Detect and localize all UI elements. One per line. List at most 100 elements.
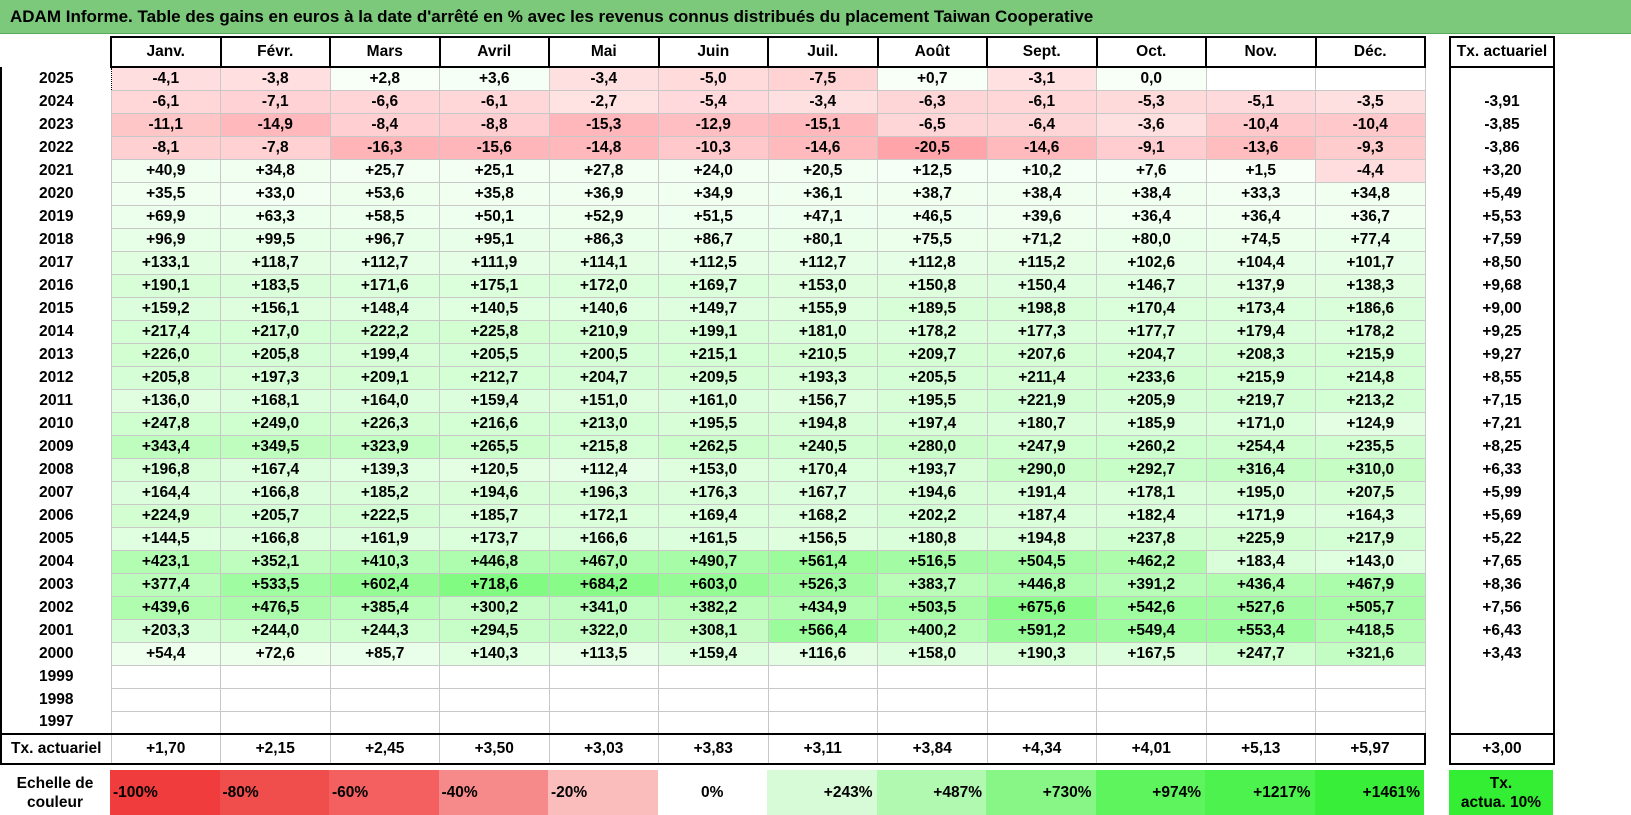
table-row: 2021 +40,9 +34,8 +25,7 +25,1 +27,8 +24,0 +20,5 +… (0, 158, 1555, 183)
gain-cell: +203,3 (110, 618, 221, 643)
gain-cell: +27,8 (548, 158, 659, 183)
gain-cell: -5,1 (1205, 89, 1316, 114)
row-actuarial-rate: -3,86 (1449, 136, 1555, 159)
row-actuarial-rate: +5,99 (1449, 481, 1555, 504)
summary-cell: +1,70 (110, 733, 221, 765)
year-label: 2004 (0, 550, 111, 573)
gain-cell: +150,4 (986, 273, 1097, 298)
gain-cell: +96,7 (329, 227, 440, 252)
row-gap (1425, 619, 1450, 642)
gain-cell: +349,5 (220, 434, 331, 459)
gain-cell: -11,1 (110, 112, 221, 137)
summary-cell: +3,83 (658, 733, 769, 765)
gain-cell: +199,4 (329, 342, 440, 367)
table-row: 2016 +190,1 +183,5 +171,6 +175,1 +172,0 +169,7… (0, 273, 1555, 298)
gain-cell: +566,4 (767, 618, 878, 643)
gain-cell: +292,7 (1096, 457, 1207, 482)
gains-table: Janv. Févr. Mars Avril Mai Juin Juil. Août Sept.… (0, 36, 1555, 765)
gain-cell: -6,1 (986, 89, 1097, 114)
gain-cell: +182,4 (1096, 503, 1207, 528)
gain-cell: +718,6 (439, 572, 550, 597)
gain-cell (548, 664, 659, 689)
gain-cell: +137,9 (1205, 273, 1316, 298)
gain-cell: +193,7 (877, 457, 988, 482)
gain-cell: +116,6 (767, 641, 878, 666)
gain-cell (986, 710, 1097, 735)
gain-cell: +159,2 (110, 296, 221, 321)
gain-cell: +166,8 (220, 526, 331, 551)
table-row: 2019 +69,9 +63,3 +58,5 +50,1 +52,9 +51,5 +47,1 +… (0, 204, 1555, 229)
gain-cell: +226,3 (329, 411, 440, 436)
gain-cell: +38,4 (1096, 181, 1207, 206)
gain-cell (548, 687, 659, 712)
table-row: 2017 +133,1 +118,7 +112,7 +111,9 +114,1 +112,5… (0, 250, 1555, 275)
month-header: Oct. (1095, 36, 1207, 68)
gain-cell: +185,7 (439, 503, 550, 528)
gain-cell: -6,5 (877, 112, 988, 137)
gain-cell: +156,7 (767, 388, 878, 413)
gain-cell: +216,6 (439, 411, 550, 436)
gain-cell: -3,6 (1096, 112, 1207, 137)
year-label: 2021 (0, 159, 111, 182)
year-label: 2012 (0, 366, 111, 389)
row-gap (1425, 67, 1450, 90)
summary-cell: +3,03 (548, 733, 659, 765)
gain-cell: +195,5 (658, 411, 769, 436)
row-gap (1425, 274, 1450, 297)
gain-cell (1096, 664, 1207, 689)
row-actuarial-rate: +7,15 (1449, 389, 1555, 412)
year-label: 2025 (0, 67, 111, 90)
gain-cell: +215,1 (658, 342, 769, 367)
year-label: 2000 (0, 642, 111, 665)
month-header: Déc. (1314, 36, 1426, 68)
row-actuarial-rate: +8,36 (1449, 573, 1555, 596)
row-actuarial-rate: +3,20 (1449, 159, 1555, 182)
gain-cell: +221,9 (986, 388, 1097, 413)
row-gap (1425, 251, 1450, 274)
gain-cell: +118,7 (220, 250, 331, 275)
gain-cell: +33,3 (1205, 181, 1316, 206)
gain-cell: +0,7 (877, 66, 988, 91)
gain-cell: +169,4 (658, 503, 769, 528)
table-row: 1998 (0, 687, 1555, 712)
gain-cell: -3,5 (1315, 89, 1426, 114)
gain-cell: +112,7 (329, 250, 440, 275)
row-gap (1425, 504, 1450, 527)
gain-cell: -16,3 (329, 135, 440, 160)
gain-cell: +36,4 (1096, 204, 1207, 229)
summary-cell: +2,45 (329, 733, 440, 765)
gain-cell: +215,8 (548, 434, 659, 459)
year-label: 2019 (0, 205, 111, 228)
year-label: 2008 (0, 458, 111, 481)
summary-cell: +4,34 (986, 733, 1097, 765)
gain-cell: -12,9 (658, 112, 769, 137)
gain-cell: +156,1 (220, 296, 331, 321)
gain-cell: +603,0 (658, 572, 769, 597)
gain-cell: +533,5 (220, 572, 331, 597)
gain-cell: -8,8 (439, 112, 550, 137)
header-corner (1, 37, 112, 67)
gain-cell: +205,9 (1096, 388, 1207, 413)
color-scale-swatch: -80% (219, 770, 329, 815)
gain-cell: +385,4 (329, 595, 440, 620)
gain-cell: +171,9 (1205, 503, 1316, 528)
gain-cell: -3,1 (986, 66, 1097, 91)
gain-cell: +210,9 (548, 319, 659, 344)
gain-cell (439, 710, 550, 735)
row-actuarial-rate (1449, 67, 1555, 90)
row-gap (1425, 297, 1450, 320)
gain-cell: +207,6 (986, 342, 1097, 367)
gain-cell: +322,0 (548, 618, 659, 643)
gain-cell: +202,2 (877, 503, 988, 528)
gain-cell: +217,9 (1315, 526, 1426, 551)
color-scale: Echelle de couleur -100% -80% -60% -40% -20% 0%… (0, 770, 1553, 815)
gain-cell: +153,0 (658, 457, 769, 482)
gain-cell: +102,6 (1096, 250, 1207, 275)
gain-cell: +205,8 (220, 342, 331, 367)
gain-cell: +527,6 (1205, 595, 1316, 620)
row-gap (1425, 458, 1450, 481)
gain-cell: +209,7 (877, 342, 988, 367)
gain-cell: +199,1 (658, 319, 769, 344)
gain-cell: +80,1 (767, 227, 878, 252)
gain-cell: +176,3 (658, 480, 769, 505)
